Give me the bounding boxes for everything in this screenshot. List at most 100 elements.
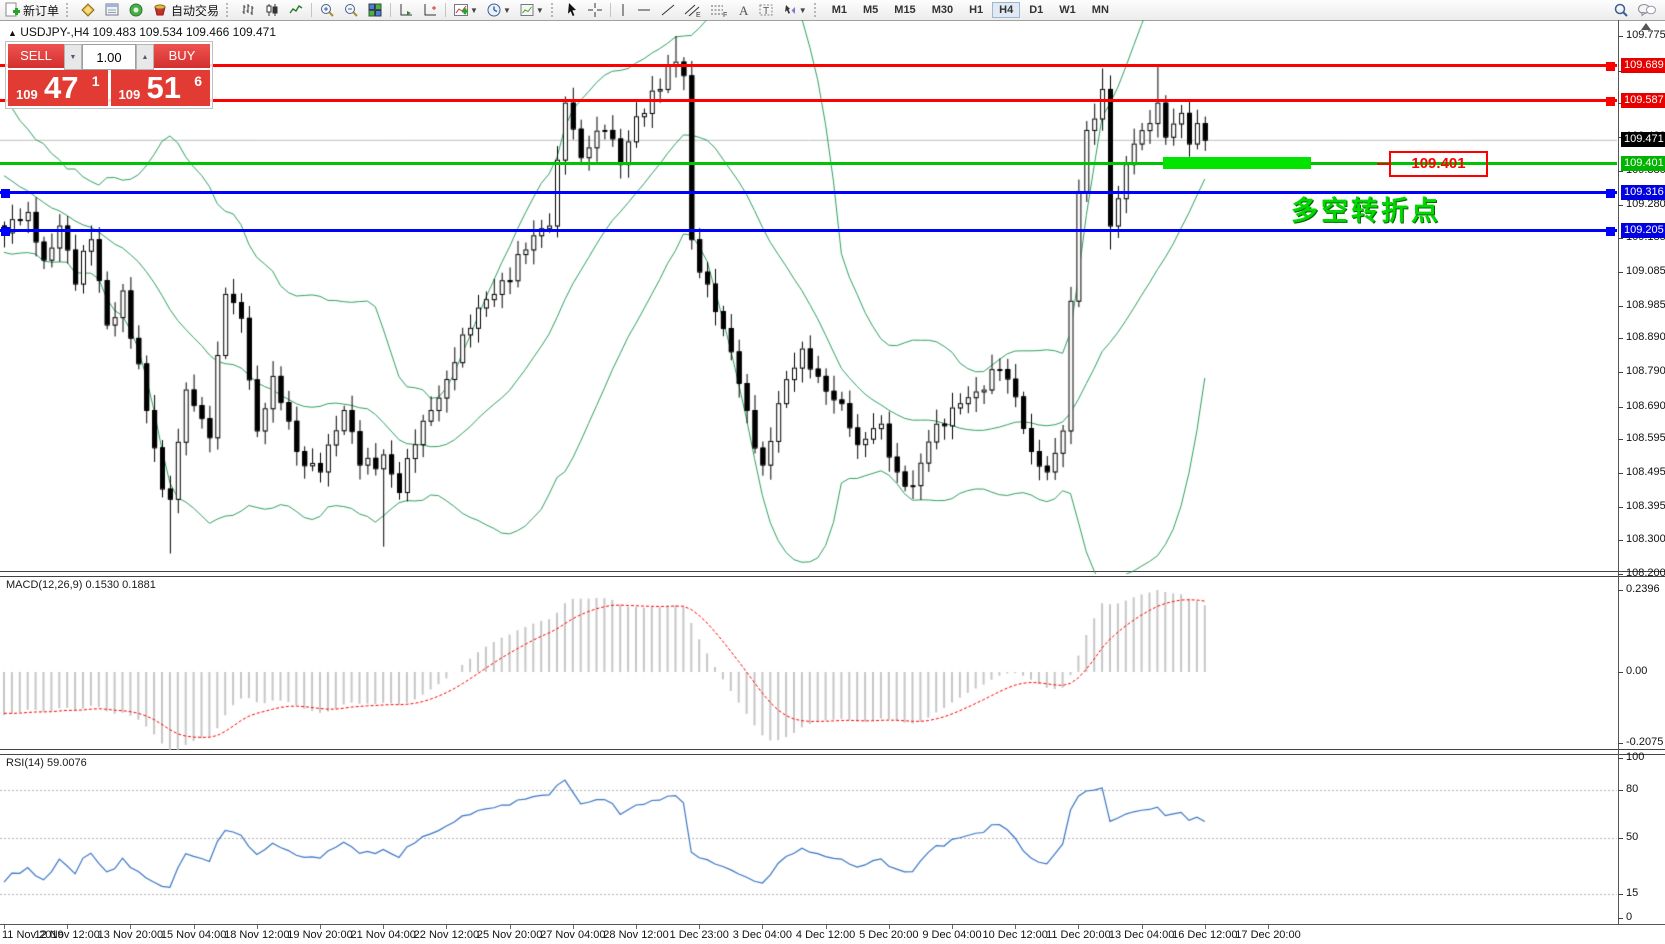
timeframe-button-M1[interactable]: M1 bbox=[831, 4, 847, 16]
chevron-down-icon: ▼ bbox=[502, 5, 511, 15]
price-axis-tick bbox=[1618, 237, 1623, 239]
cursor-button[interactable] bbox=[562, 1, 582, 19]
price-axis-tick-label: 108.300 bbox=[1626, 532, 1665, 545]
support-line-2[interactable] bbox=[0, 229, 1617, 233]
buy-button[interactable]: BUY bbox=[154, 44, 210, 68]
price-axis-tick-label: 108.200 bbox=[1626, 567, 1665, 579]
trendline-button[interactable] bbox=[657, 1, 679, 19]
price-axis-tick-label: 109.280 bbox=[1626, 198, 1665, 211]
market-watch-button[interactable] bbox=[77, 1, 99, 19]
macd-axis-label: -0.2075 bbox=[1626, 736, 1664, 748]
support-line-1-right-marker[interactable] bbox=[1606, 189, 1615, 199]
auto-trading-button[interactable]: 自动交易 bbox=[149, 1, 222, 19]
time-axis-label: 18 Nov 12:00 bbox=[224, 929, 290, 941]
timeframe-button-W1[interactable]: W1 bbox=[1059, 4, 1076, 16]
chart-shift-button[interactable] bbox=[419, 1, 441, 19]
channel-icon: E bbox=[684, 4, 701, 18]
horizontal-line-button[interactable] bbox=[633, 1, 655, 19]
volume-input[interactable] bbox=[82, 44, 136, 70]
resistance-line-2-right-marker[interactable] bbox=[1606, 96, 1615, 106]
zoom-in-icon bbox=[321, 4, 334, 17]
tile-windows-button[interactable] bbox=[364, 1, 386, 19]
price-axis-tick bbox=[1618, 507, 1623, 509]
timeframe-button-M15[interactable]: M15 bbox=[894, 4, 916, 16]
resistance-line-1[interactable] bbox=[0, 63, 1617, 67]
pivot-line[interactable] bbox=[0, 162, 1617, 166]
macd-axis-tick bbox=[1618, 743, 1623, 744]
navigator-button[interactable] bbox=[125, 1, 147, 19]
pivot-annotation-text[interactable]: 多空转折点 bbox=[1291, 196, 1441, 226]
chat-button[interactable] bbox=[1634, 1, 1660, 19]
scroll-marker-icon[interactable] bbox=[1641, 23, 1651, 30]
data-window-button[interactable] bbox=[101, 1, 123, 19]
price-axis-tick bbox=[1618, 473, 1623, 475]
toolbar-grip[interactable] bbox=[66, 3, 73, 17]
timeframe-button-H1[interactable]: H1 bbox=[969, 4, 984, 16]
cursor-icon bbox=[567, 3, 576, 16]
sell-price-button[interactable]: 109 47 1 bbox=[8, 70, 108, 106]
time-axis-tick bbox=[193, 925, 195, 929]
main-toolbar: 新订单 自动交易 bbox=[0, 0, 1665, 21]
time-axis-label: 17 Dec 20:00 bbox=[1235, 929, 1301, 941]
rsi-label: RSI(14) 59.0076 bbox=[6, 757, 87, 769]
toolbar-grip[interactable] bbox=[813, 3, 821, 17]
channel-button[interactable]: E bbox=[681, 1, 705, 19]
zoom-out-button[interactable] bbox=[340, 1, 362, 19]
resistance-line-2[interactable] bbox=[0, 98, 1617, 102]
price-chart-canvas[interactable] bbox=[0, 20, 1665, 944]
time-axis-tick bbox=[320, 925, 321, 929]
auto-scroll-button[interactable] bbox=[395, 1, 417, 19]
toolbar-grip[interactable] bbox=[550, 3, 558, 17]
svg-text:A: A bbox=[739, 3, 749, 18]
support-line-1[interactable] bbox=[0, 191, 1617, 195]
text-icon: A bbox=[739, 3, 749, 18]
time-axis-tick bbox=[888, 925, 890, 929]
timeframe-button-M30[interactable]: M30 bbox=[931, 4, 954, 16]
support-line-2-left-marker[interactable] bbox=[1, 227, 10, 237]
price-text-box[interactable]: 109.401 bbox=[1389, 151, 1488, 177]
text-button[interactable]: A bbox=[733, 1, 753, 19]
new-order-button[interactable]: 新订单 bbox=[1, 1, 62, 19]
bar-chart-button[interactable] bbox=[237, 1, 259, 19]
text-label-button[interactable]: T bbox=[755, 1, 777, 19]
indicators-button[interactable]: ▼ bbox=[450, 1, 481, 19]
timeframe-button-MN[interactable]: MN bbox=[1091, 4, 1109, 16]
candlestick-chart-button[interactable] bbox=[261, 1, 283, 19]
macd-label: MACD(12,26,9) 0.1530 0.1881 bbox=[6, 579, 156, 591]
timeframe-button-H4[interactable]: H4 bbox=[992, 2, 1021, 18]
volume-decrease-button[interactable]: ▼ bbox=[64, 44, 82, 70]
search-button[interactable] bbox=[1610, 1, 1632, 19]
fibonacci-button[interactable]: F bbox=[707, 1, 731, 19]
time-axis-tick bbox=[1204, 925, 1206, 929]
trendline-icon bbox=[661, 4, 675, 16]
arrows-button[interactable]: ▼ bbox=[779, 1, 810, 19]
rsi-axis-tick bbox=[1618, 894, 1623, 895]
price-axis-tick bbox=[1618, 70, 1623, 72]
zoom-in-button[interactable] bbox=[316, 1, 338, 19]
price-axis-tick-label: 108.985 bbox=[1626, 298, 1665, 311]
volume-increase-button[interactable]: ▲ bbox=[136, 44, 154, 70]
rsi-axis-label: 80 bbox=[1626, 783, 1639, 795]
buy-price-button[interactable]: 109 51 6 bbox=[110, 70, 210, 106]
support-line-1-left-marker[interactable] bbox=[1, 189, 10, 199]
crosshair-button[interactable] bbox=[584, 1, 606, 19]
line-chart-button[interactable] bbox=[285, 1, 307, 19]
green-highlight-bar[interactable] bbox=[1163, 157, 1311, 169]
vertical-line-button[interactable] bbox=[615, 1, 631, 19]
time-axis-label: 22 Nov 12:00 bbox=[413, 929, 480, 941]
toolbar-grip[interactable] bbox=[226, 3, 233, 17]
timeframe-group: M1 M5 M15 M30 H1 H4 D1 W1 MN bbox=[824, 2, 1117, 18]
templates-button[interactable]: ▼ bbox=[516, 1, 547, 19]
resistance-line-1-right-marker[interactable] bbox=[1606, 61, 1615, 71]
time-axis-label: 10 Dec 12:00 bbox=[982, 929, 1048, 941]
periods-button[interactable]: ▼ bbox=[483, 1, 514, 19]
time-axis-label: 25 Nov 20:00 bbox=[476, 929, 543, 941]
collapse-marker-icon[interactable]: ▲ bbox=[8, 28, 17, 38]
support-line-2-right-marker[interactable] bbox=[1606, 227, 1615, 237]
timeframe-button-D1[interactable]: D1 bbox=[1029, 4, 1044, 16]
macd-axis-tick bbox=[1618, 590, 1623, 591]
time-axis-label: 15 Nov 04:00 bbox=[160, 929, 227, 941]
timeframe-button-M5[interactable]: M5 bbox=[863, 4, 879, 16]
sell-button[interactable]: SELL bbox=[8, 44, 64, 68]
